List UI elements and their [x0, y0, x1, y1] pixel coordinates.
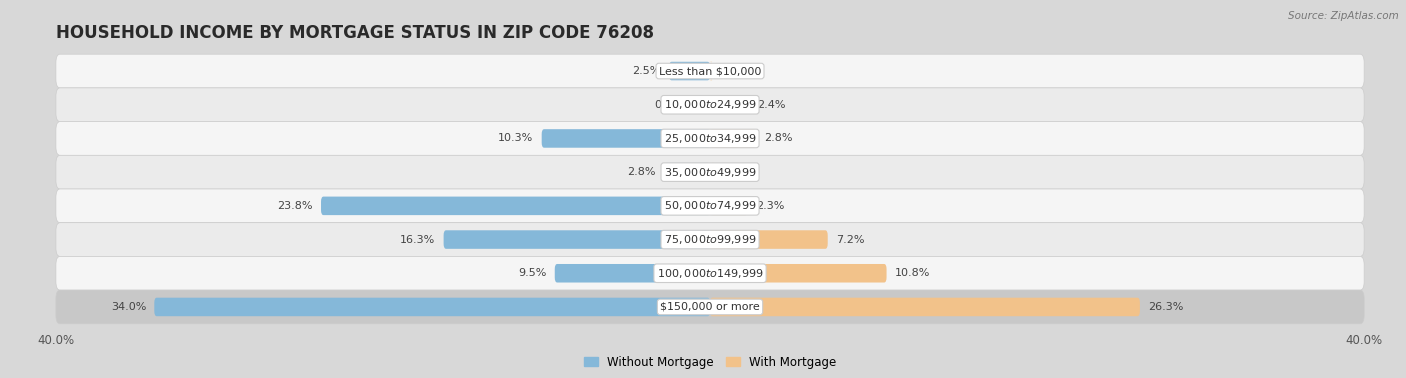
Text: HOUSEHOLD INCOME BY MORTGAGE STATUS IN ZIP CODE 76208: HOUSEHOLD INCOME BY MORTGAGE STATUS IN Z… [56, 24, 654, 42]
Text: 10.8%: 10.8% [894, 268, 931, 278]
Text: 0.33%: 0.33% [724, 167, 759, 177]
FancyBboxPatch shape [56, 122, 1364, 155]
Text: 7.2%: 7.2% [837, 235, 865, 245]
FancyBboxPatch shape [669, 62, 710, 80]
Text: $25,000 to $34,999: $25,000 to $34,999 [664, 132, 756, 145]
Text: $10,000 to $24,999: $10,000 to $24,999 [664, 98, 756, 111]
Text: 10.3%: 10.3% [498, 133, 533, 143]
FancyBboxPatch shape [56, 54, 1364, 88]
FancyBboxPatch shape [321, 197, 710, 215]
FancyBboxPatch shape [710, 230, 828, 249]
FancyBboxPatch shape [56, 290, 1364, 324]
Text: $100,000 to $149,999: $100,000 to $149,999 [657, 267, 763, 280]
Text: 2.8%: 2.8% [627, 167, 657, 177]
FancyBboxPatch shape [541, 129, 710, 148]
FancyBboxPatch shape [710, 129, 756, 148]
Text: $50,000 to $74,999: $50,000 to $74,999 [664, 199, 756, 212]
Text: Source: ZipAtlas.com: Source: ZipAtlas.com [1288, 11, 1399, 21]
Text: $150,000 or more: $150,000 or more [661, 302, 759, 312]
Text: $35,000 to $49,999: $35,000 to $49,999 [664, 166, 756, 179]
FancyBboxPatch shape [710, 163, 716, 181]
FancyBboxPatch shape [664, 163, 710, 181]
Text: 34.0%: 34.0% [111, 302, 146, 312]
Text: 9.5%: 9.5% [519, 268, 547, 278]
Text: 23.8%: 23.8% [277, 201, 314, 211]
Text: 2.5%: 2.5% [633, 66, 661, 76]
FancyBboxPatch shape [56, 189, 1364, 223]
FancyBboxPatch shape [697, 96, 710, 114]
Text: 0.74%: 0.74% [654, 100, 690, 110]
FancyBboxPatch shape [710, 298, 1140, 316]
Legend: Without Mortgage, With Mortgage: Without Mortgage, With Mortgage [579, 351, 841, 373]
FancyBboxPatch shape [555, 264, 710, 282]
Text: 16.3%: 16.3% [401, 235, 436, 245]
FancyBboxPatch shape [444, 230, 710, 249]
Text: $75,000 to $99,999: $75,000 to $99,999 [664, 233, 756, 246]
Text: 26.3%: 26.3% [1149, 302, 1184, 312]
FancyBboxPatch shape [56, 155, 1364, 189]
Text: 2.4%: 2.4% [758, 100, 786, 110]
FancyBboxPatch shape [710, 62, 713, 80]
FancyBboxPatch shape [155, 298, 710, 316]
FancyBboxPatch shape [710, 264, 887, 282]
Text: 2.8%: 2.8% [763, 133, 793, 143]
FancyBboxPatch shape [56, 256, 1364, 290]
Text: 2.3%: 2.3% [756, 201, 785, 211]
FancyBboxPatch shape [710, 197, 748, 215]
FancyBboxPatch shape [56, 223, 1364, 256]
FancyBboxPatch shape [56, 88, 1364, 122]
FancyBboxPatch shape [710, 96, 749, 114]
Text: Less than $10,000: Less than $10,000 [659, 66, 761, 76]
Text: 0.14%: 0.14% [720, 66, 756, 76]
